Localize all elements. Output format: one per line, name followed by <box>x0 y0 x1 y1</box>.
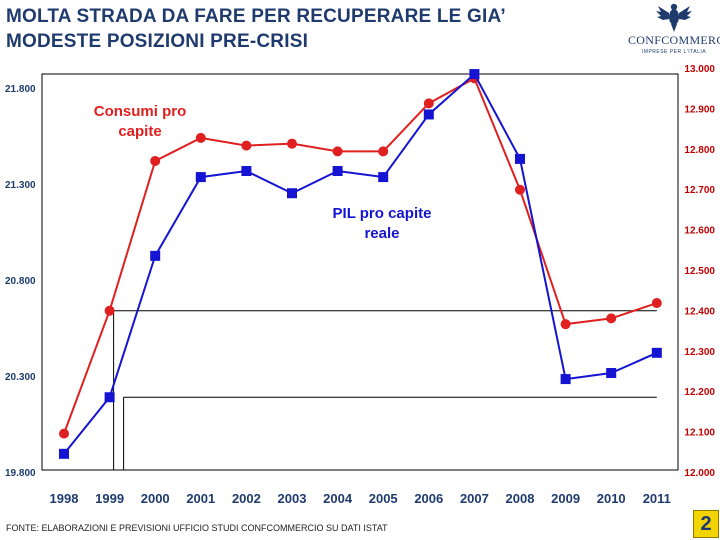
consumi-point <box>104 305 115 316</box>
pil-point <box>195 172 206 183</box>
right-tick-label: 12.300 <box>684 347 715 358</box>
consumi-point <box>59 428 69 439</box>
pil-point <box>515 153 525 164</box>
pil-point <box>241 166 252 177</box>
consumi-line <box>63 76 658 434</box>
pil-line <box>63 72 658 455</box>
left-tick-label: 19.800 <box>5 468 36 479</box>
right-tick-label: 12.000 <box>684 468 715 479</box>
x-tick-label: 2007 <box>460 491 489 506</box>
series-consumi <box>59 73 662 439</box>
logo-brand-text: CONFCOMMERCIO <box>628 33 720 47</box>
pil-point <box>59 448 69 459</box>
pil-point <box>651 347 662 358</box>
consumi-point <box>332 146 343 157</box>
right-tick-label: 12.700 <box>684 185 715 196</box>
right-tick-label: 12.100 <box>684 428 715 439</box>
page-title: MOLTA STRADA DA FARE PER RECUPERARE LE G… <box>6 4 606 54</box>
left-axis: 19.800 20.300 20.800 21.300 21.800 <box>5 84 36 479</box>
right-tick-label: 12.200 <box>684 387 715 398</box>
page-number: 2 <box>693 510 719 538</box>
consumi-point <box>651 298 662 309</box>
consumi-point <box>515 184 525 195</box>
pil-point <box>332 166 343 177</box>
consumi-point <box>378 146 389 157</box>
pil-label: PIL pro capite <box>333 205 432 222</box>
right-tick-label: 12.400 <box>684 306 715 317</box>
x-tick-label: 2000 <box>141 491 170 506</box>
consumi-point <box>560 319 571 330</box>
right-tick-label: 12.900 <box>684 104 715 115</box>
consumi-point <box>287 138 297 149</box>
series-lines <box>59 69 662 459</box>
pil-point <box>287 188 297 199</box>
x-tick-label: 2003 <box>278 491 307 506</box>
pil-point <box>560 374 571 385</box>
pil-point <box>378 172 389 183</box>
pil-point <box>606 368 617 379</box>
logo-sub-text: IMPRESE PER L'ITALIA <box>641 49 707 55</box>
right-axis: 12.000 12.100 12.200 12.300 12.400 12.500 12.6… <box>684 64 715 479</box>
right-tick-label: 12.500 <box>684 266 715 277</box>
consumi-point <box>606 313 617 324</box>
reference-lines <box>113 310 657 470</box>
x-tick-label: 2006 <box>414 491 443 506</box>
consumi-label: capite <box>118 123 161 140</box>
pil-point <box>150 250 161 261</box>
x-tick-label: 2010 <box>597 491 626 506</box>
x-tick-label: 1998 <box>50 491 79 506</box>
x-axis: 1998 1999 2000 2001 2002 2003 2004 2005 2006 2007… <box>50 491 671 506</box>
x-tick-label: 2001 <box>186 491 215 506</box>
title-line-2: MODESTE POSIZIONI PRE-CRISI <box>6 31 309 52</box>
pil-point <box>469 69 480 80</box>
pil-label: reale <box>364 225 399 242</box>
x-tick-label: 2005 <box>369 491 398 506</box>
series-pil <box>59 69 662 459</box>
source-footnote: FONTE: ELABORAZIONI E PREVISIONI UFFICIO… <box>6 523 388 533</box>
x-tick-label: 2002 <box>232 491 261 506</box>
x-tick-label: 2008 <box>506 491 535 506</box>
x-tick-label: 2011 <box>643 491 671 506</box>
confcommercio-logo: CONFCOMMERCIO IMPRESE PER L'ITALIA <box>628 0 720 62</box>
consumi-point <box>423 98 434 109</box>
consumi-point <box>195 132 206 143</box>
x-tick-label: 2004 <box>323 491 353 506</box>
consumi-label: Consumi pro <box>94 103 187 120</box>
left-tick-label: 20.800 <box>5 276 36 287</box>
left-tick-label: 20.300 <box>5 372 36 383</box>
right-tick-label: 12.800 <box>684 145 715 156</box>
eagle-crest-icon <box>656 3 692 32</box>
pil-point <box>423 109 434 120</box>
consumi-point <box>241 140 252 151</box>
pil-point <box>104 392 115 403</box>
x-tick-label: 1999 <box>95 491 124 506</box>
left-tick-label: 21.300 <box>5 180 36 191</box>
consumi-point <box>150 155 161 166</box>
chart-plot-area <box>41 73 679 471</box>
x-tick-label: 2009 <box>551 491 580 506</box>
right-tick-label: 12.600 <box>684 226 715 237</box>
title-line-1: MOLTA STRADA DA FARE PER RECUPERARE LE G… <box>6 6 506 27</box>
series-labels: Consumi pro capite PIL pro capite reale <box>94 103 432 242</box>
right-tick-label: 13.000 <box>684 64 715 75</box>
left-tick-label: 21.800 <box>5 84 36 95</box>
